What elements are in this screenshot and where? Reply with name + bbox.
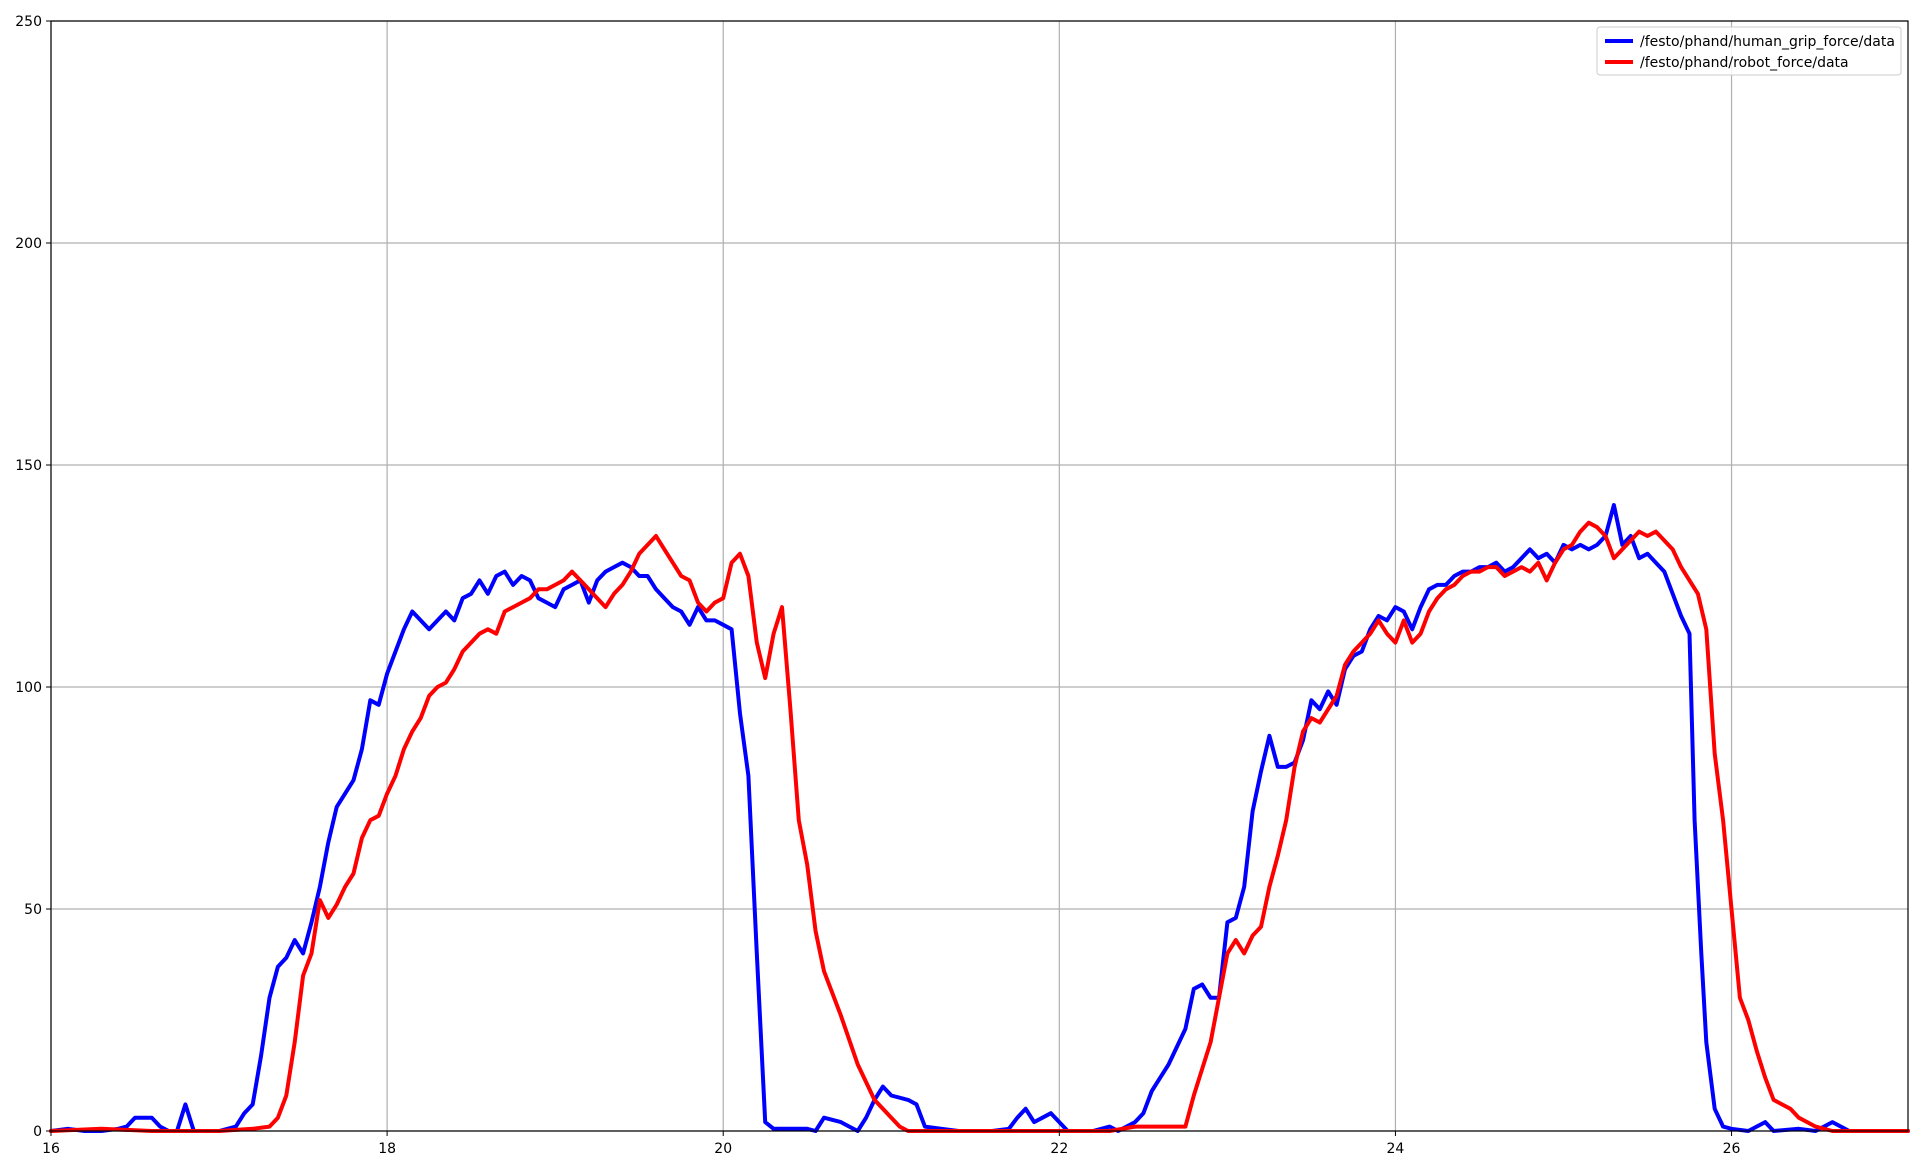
x-tick-label: 22 (1050, 1141, 1068, 1157)
y-tick-label: 150 (15, 458, 42, 474)
series-line-2 (49, 520, 1910, 1133)
x-tick-label: 26 (1723, 1141, 1741, 1157)
x-tick-label: 16 (42, 1141, 60, 1157)
legend-box (1596, 26, 1902, 76)
x-tick-label: 24 (1387, 1141, 1405, 1157)
legend-label: /festo/phand/robot_force/data (1640, 55, 1849, 71)
y-tick-label: 250 (15, 14, 42, 30)
x-tick-label: 18 (378, 1141, 396, 1157)
x-tick-label: 20 (714, 1141, 732, 1157)
y-axis: 0 50 100 150 200 250 (15, 14, 51, 1140)
x-axis: 16 18 20 22 24 26 (42, 1131, 1741, 1157)
y-tick-label: 0 (33, 1124, 42, 1140)
y-tick-label: 100 (15, 680, 42, 696)
y-tick-label: 50 (24, 902, 42, 918)
legend: /festo/phand/human_grip_force/data/festo… (1596, 26, 1902, 76)
legend-label: /festo/phand/human_grip_force/data (1640, 34, 1895, 50)
plot-frame (50, 20, 1909, 1132)
y-tick-label: 200 (15, 236, 42, 252)
